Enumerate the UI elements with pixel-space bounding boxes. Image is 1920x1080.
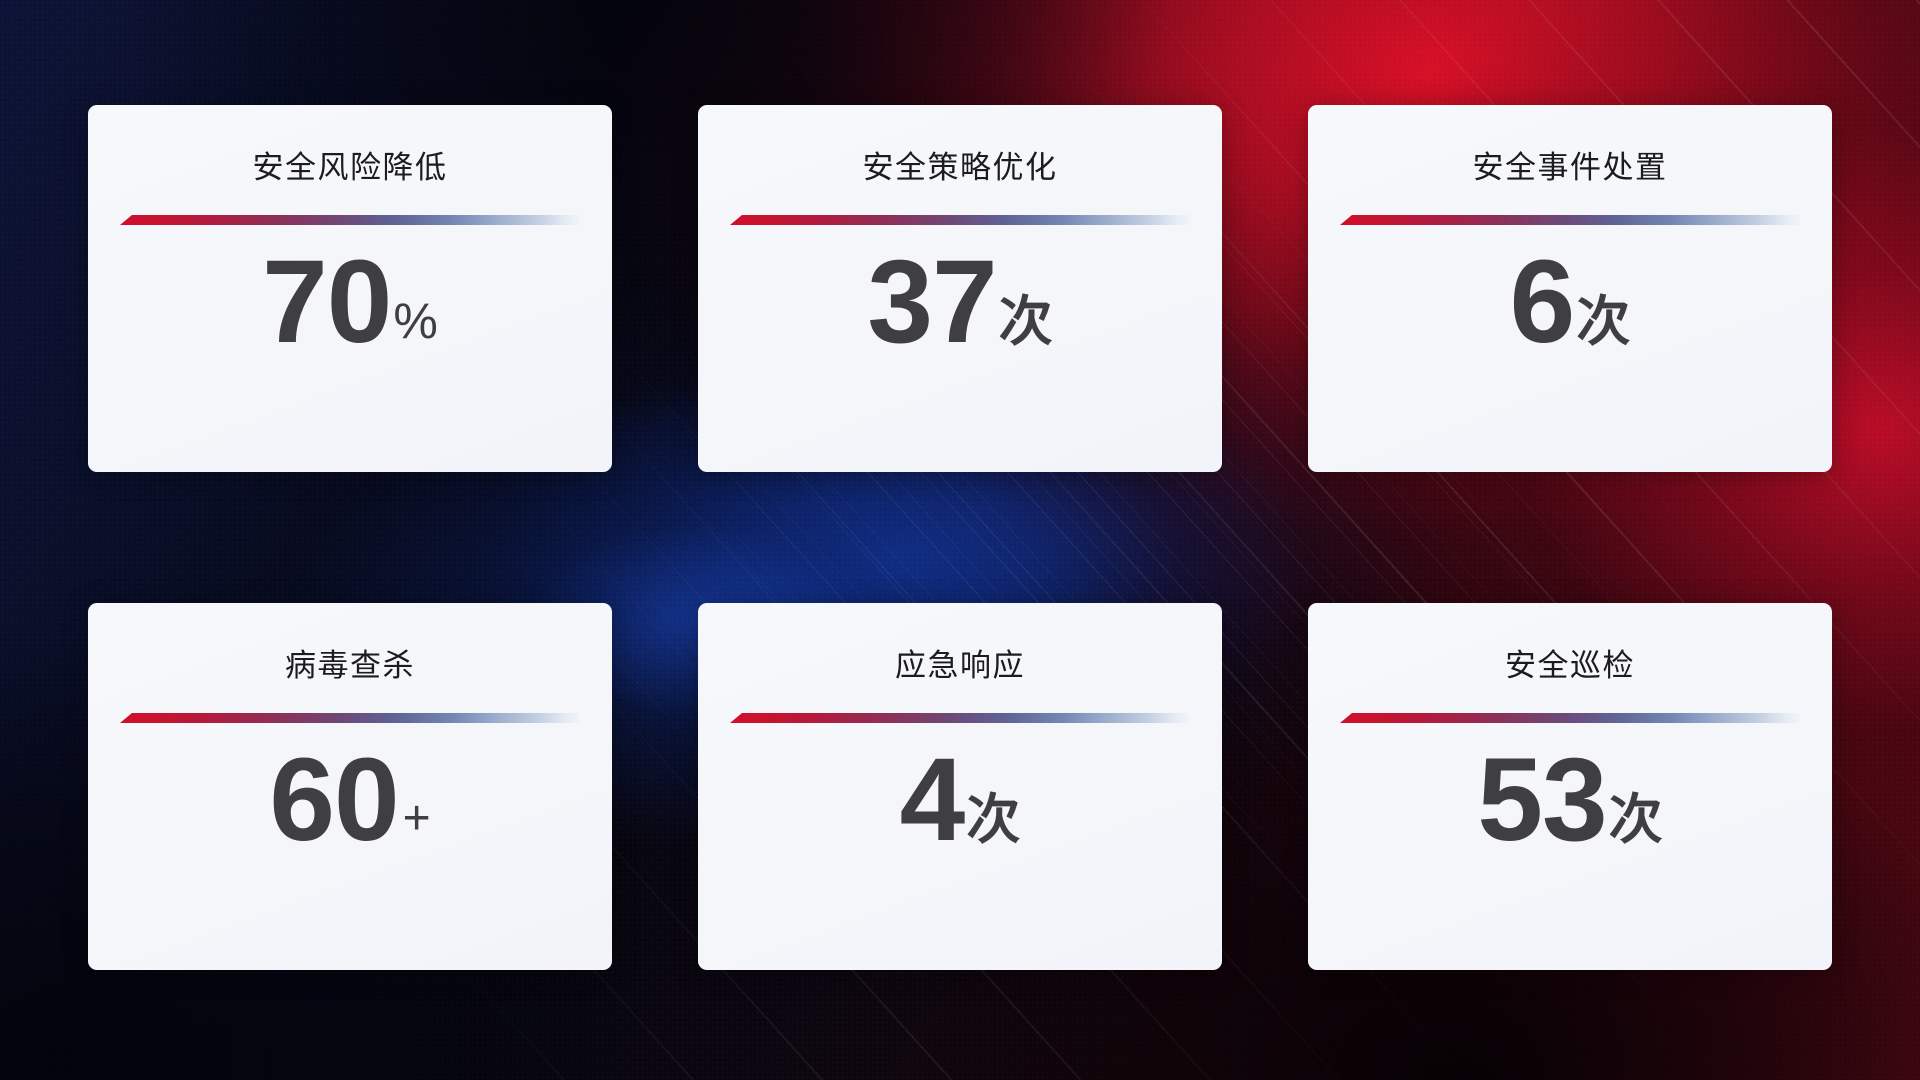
stat-card-value: 70 %: [262, 243, 438, 361]
stat-value-suffix: 次: [966, 790, 1021, 850]
stat-card[interactable]: 安全巡检 53 次: [1308, 603, 1832, 970]
stat-card-value: 53 次: [1477, 741, 1662, 859]
stat-card-title: 病毒查杀: [285, 648, 415, 683]
stat-card-divider: [120, 713, 580, 723]
stat-value-number: 60: [269, 734, 399, 866]
stat-value-number: 6: [1509, 236, 1576, 368]
stat-card[interactable]: 病毒查杀 60 +: [88, 603, 612, 970]
stat-card-grid: 安全风险降低 70 % 安全策略优化 37 次 安全事件处置: [88, 105, 1832, 970]
stat-value-suffix: 次: [998, 292, 1053, 352]
stat-value-number: 70: [262, 236, 392, 368]
stat-card-value: 60 +: [269, 741, 430, 859]
stat-value-number: 37: [867, 236, 997, 368]
stat-value-suffix: %: [393, 293, 438, 349]
stat-card-divider: [1340, 215, 1800, 225]
gradient-bar: [1340, 215, 1800, 225]
stat-card-divider: [120, 215, 580, 225]
stat-value-number: 4: [899, 734, 966, 866]
stat-value-suffix: 次: [1608, 790, 1663, 850]
stat-card-title: 安全风险降低: [252, 150, 448, 185]
stat-card-title: 安全事件处置: [1472, 150, 1668, 185]
stat-value-number: 53: [1477, 734, 1607, 866]
stat-card[interactable]: 安全事件处置 6 次: [1308, 105, 1832, 472]
stat-card-value: 6 次: [1510, 243, 1631, 361]
gradient-bar: [1340, 713, 1800, 723]
stat-card-title: 安全巡检: [1505, 648, 1635, 683]
stat-card-value: 4 次: [900, 741, 1021, 859]
gradient-bar: [730, 713, 1190, 723]
stat-card-divider: [730, 713, 1190, 723]
stat-card-title: 应急响应: [895, 648, 1025, 683]
stat-card-value: 37 次: [867, 243, 1052, 361]
stat-card-title: 安全策略优化: [862, 150, 1058, 185]
stat-card-divider: [1340, 713, 1800, 723]
stat-value-suffix: 次: [1576, 292, 1631, 352]
stat-card-divider: [730, 215, 1190, 225]
stat-card[interactable]: 应急响应 4 次: [698, 603, 1222, 970]
gradient-bar: [120, 713, 580, 723]
gradient-bar: [730, 215, 1190, 225]
stat-value-suffix: +: [402, 792, 431, 845]
stat-card[interactable]: 安全风险降低 70 %: [88, 105, 612, 472]
gradient-bar: [120, 215, 580, 225]
stat-card[interactable]: 安全策略优化 37 次: [698, 105, 1222, 472]
